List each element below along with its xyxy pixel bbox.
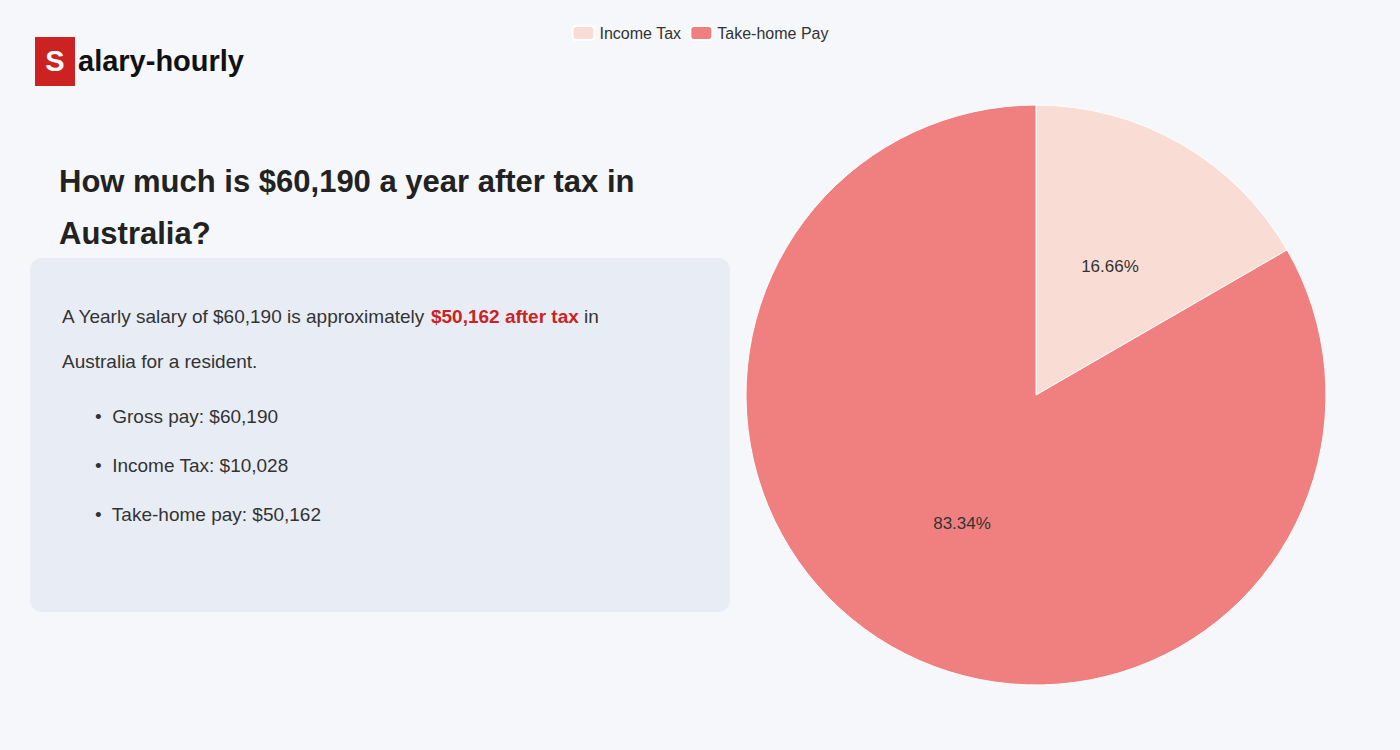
svg-text:• Income Tax: $10,028: • Income Tax: $10,028 [95,455,288,476]
svg-text:• Take-home pay: $50,162: • Take-home pay: $50,162 [95,504,321,525]
svg-text:alary-hourly: alary-hourly [78,45,244,77]
svg-text:$50,162 after tax: $50,162 after tax [431,306,579,327]
svg-text:S: S [45,45,64,77]
svg-text:Australia for a resident.: Australia for a resident. [62,351,257,372]
svg-text:A Yearly salary of $60,190 is: A Yearly salary of $60,190 is approximat… [62,306,430,327]
svg-text:16.66%: 16.66% [1081,257,1139,276]
svg-text:Australia?: Australia? [59,216,211,251]
svg-text:How much is $60,190 a year aft: How much is $60,190 a year after tax in [59,164,635,199]
svg-text:in: in [579,306,599,327]
svg-text:83.34%: 83.34% [933,514,991,533]
svg-text:Take-home Pay: Take-home Pay [717,25,828,42]
svg-text:• Gross pay: $60,190: • Gross pay: $60,190 [95,406,278,427]
svg-text:Income Tax: Income Tax [600,25,682,42]
